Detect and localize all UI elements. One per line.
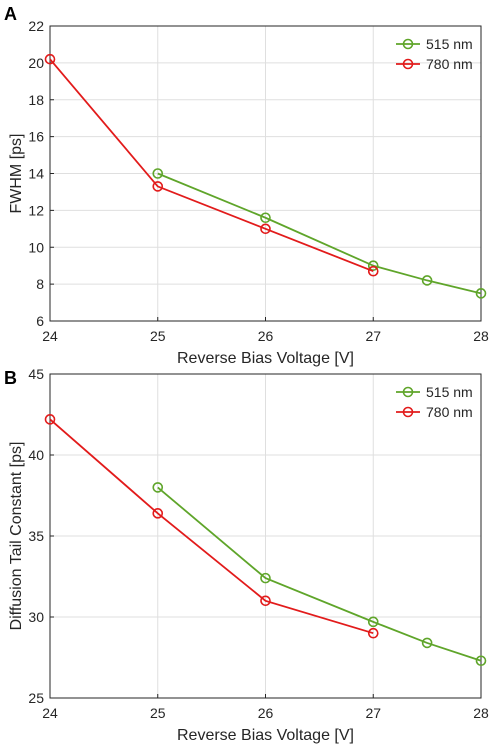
- series-line-515-nm: [157, 172, 482, 295]
- x-tick-label: 26: [258, 328, 274, 344]
- data-point: [475, 655, 487, 667]
- data-point: [367, 265, 379, 277]
- legend-swatch-marker: [402, 406, 414, 418]
- x-tick-label: 24: [42, 705, 58, 721]
- legend-swatch-marker: [402, 58, 414, 70]
- data-point: [152, 181, 164, 192]
- data-point: [421, 637, 433, 649]
- data-point: [152, 168, 164, 179]
- legend: 515 nm 780 nm: [396, 384, 473, 420]
- x-tick-label: 25: [150, 328, 166, 344]
- data-point: [152, 482, 164, 493]
- y-tick-label: 35: [28, 528, 44, 544]
- legend-swatch-marker: [402, 38, 414, 50]
- data-point: [367, 260, 379, 271]
- x-tick-label: 28: [473, 705, 489, 721]
- data-point: [260, 223, 271, 235]
- x-tick-label: 27: [365, 328, 381, 344]
- y-axis-title: FWHM [ps]: [8, 134, 25, 214]
- y-tick-label: 22: [28, 18, 44, 34]
- y-axis-title: Diffusion Tail Constant [ps]: [8, 442, 25, 631]
- series-line-780-nm: [49, 58, 374, 273]
- legend-label: 515 nm: [426, 36, 473, 52]
- chart-panel-a: 24 25 26 27 28 6 8 10 12 14 16 18 20 22 Reverse Bias V…: [4, 4, 489, 367]
- panel-letter: A: [4, 4, 17, 24]
- legend-label: 780 nm: [426, 404, 473, 420]
- panel-letter: B: [4, 368, 17, 388]
- legend-label: 780 nm: [426, 56, 473, 72]
- y-tick-label: 40: [28, 447, 44, 463]
- data-point: [44, 414, 56, 425]
- data-point: [152, 508, 164, 519]
- x-tick-label: 26: [258, 705, 274, 721]
- data-point: [367, 627, 379, 639]
- data-point: [421, 275, 433, 286]
- y-tick-label: 45: [28, 366, 44, 382]
- legend: 515 nm 780 nm: [396, 36, 473, 72]
- y-tick-label: 20: [28, 55, 44, 71]
- y-tick-label: 14: [28, 166, 44, 182]
- data-point: [475, 288, 487, 299]
- y-tick-label: 25: [28, 690, 44, 706]
- y-tick-label: 18: [28, 92, 44, 108]
- y-tick-label: 12: [28, 202, 44, 218]
- x-axis-title: Reverse Bias Voltage [V]: [177, 350, 354, 367]
- data-point: [260, 572, 271, 584]
- y-tick-label: 8: [36, 276, 44, 292]
- x-tick-label: 28: [473, 328, 489, 344]
- y-tick-label: 10: [28, 239, 44, 255]
- legend-label: 515 nm: [426, 384, 473, 400]
- y-tick-label: 30: [28, 609, 44, 625]
- data-point: [44, 53, 56, 65]
- x-tick-label: 24: [42, 328, 58, 344]
- legend-swatch-marker: [402, 386, 414, 398]
- y-tick-label: 6: [36, 313, 44, 329]
- data-point: [260, 595, 271, 607]
- x-axis-title: Reverse Bias Voltage [V]: [177, 727, 354, 744]
- data-point: [367, 616, 379, 628]
- data-point: [260, 212, 271, 224]
- x-tick-label: 27: [365, 705, 381, 721]
- x-tick-label: 25: [150, 705, 166, 721]
- series-line-780-nm: [49, 418, 374, 635]
- series-line-515-nm: [157, 486, 482, 662]
- y-tick-label: 16: [28, 129, 44, 145]
